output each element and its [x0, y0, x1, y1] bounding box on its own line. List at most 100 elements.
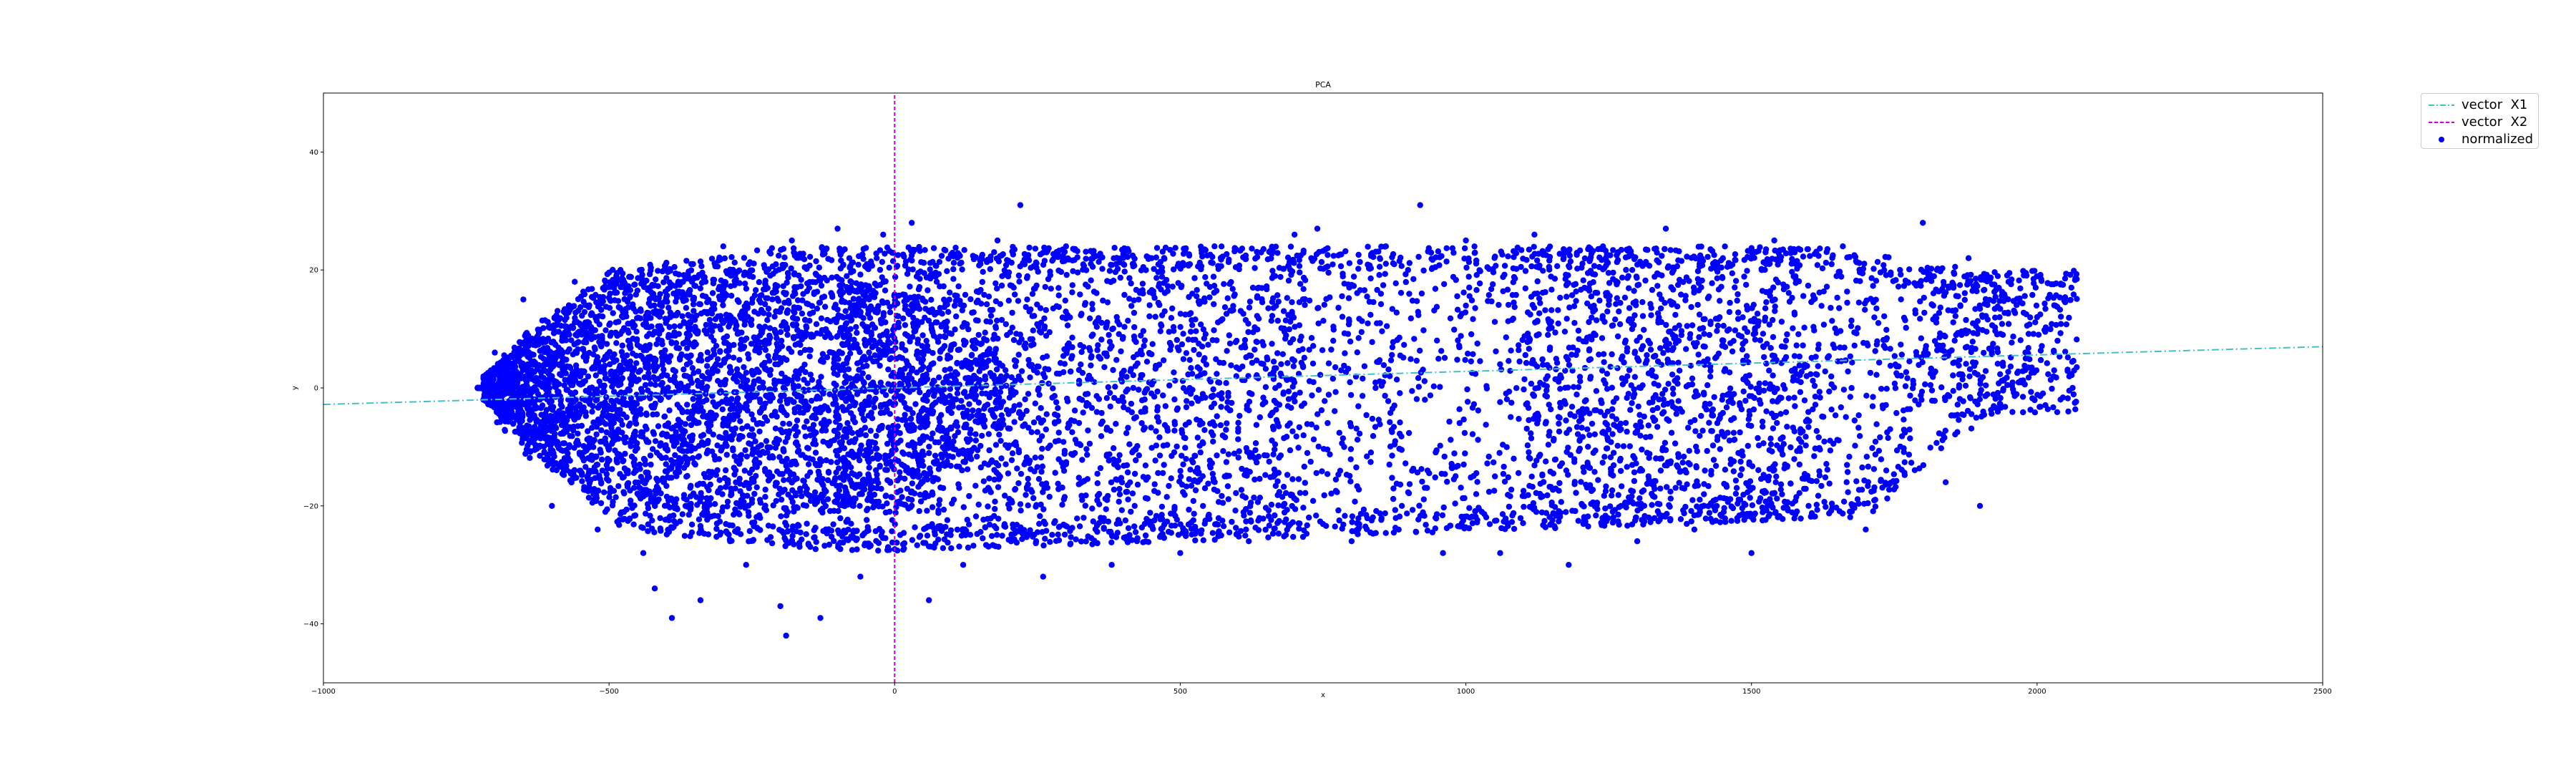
scatter-point — [1460, 289, 1467, 296]
scatter-point — [920, 540, 927, 546]
scatter-point — [1146, 351, 1153, 357]
scatter-point — [1047, 442, 1053, 449]
scatter-point — [1032, 400, 1039, 407]
scatter-point — [1353, 464, 1360, 471]
scatter-point — [1456, 406, 1463, 412]
scatter-point — [950, 260, 957, 266]
scatter-point — [1098, 421, 1104, 427]
scatter-point — [1070, 452, 1076, 458]
scatter-point — [1609, 492, 1615, 499]
scatter-point — [1118, 348, 1124, 355]
scatter-point — [1269, 341, 1275, 347]
scatter-point — [987, 489, 995, 495]
scatter-point — [809, 456, 816, 463]
scatter-point — [1136, 350, 1143, 356]
scatter-point — [1136, 452, 1143, 459]
scatter-point — [1166, 339, 1174, 346]
scatter-point — [1270, 272, 1277, 278]
scatter-point — [695, 454, 701, 460]
scatter-point — [1511, 303, 1518, 311]
scatter-point — [1224, 404, 1231, 412]
scatter-point — [1415, 384, 1423, 390]
scatter-point — [1870, 394, 1876, 400]
scatter-point — [1162, 403, 1169, 409]
scatter-point — [1721, 495, 1727, 502]
scatter-point — [1016, 339, 1023, 346]
scatter-point — [1159, 470, 1166, 477]
scatter-point — [1476, 267, 1483, 273]
scatter-point — [1161, 462, 1167, 468]
scatter-point — [915, 286, 922, 293]
scatter-point — [1019, 412, 1026, 418]
scatter-point — [1290, 314, 1297, 321]
scatter-point — [1133, 339, 1139, 345]
scatter-point — [864, 517, 870, 523]
scatter-point — [899, 494, 905, 500]
scatter-point — [1210, 386, 1216, 393]
scatter-point — [1617, 455, 1624, 462]
scatter-point — [1123, 388, 1129, 395]
scatter-point — [720, 302, 726, 308]
scatter-point — [1382, 271, 1388, 277]
scatter-point — [1061, 447, 1068, 454]
scatter-point — [994, 317, 1000, 324]
scatter-point — [1224, 295, 1231, 301]
scatter-point — [1012, 486, 1019, 492]
scatter-point — [1466, 284, 1473, 291]
scatter-point — [1251, 495, 1257, 501]
scatter-point — [1335, 471, 1342, 478]
scatter-point — [1030, 419, 1038, 426]
scatter-point — [1176, 478, 1183, 485]
scatter-point — [648, 525, 655, 532]
scatter-point — [1018, 507, 1024, 514]
scatter-point — [1422, 397, 1428, 403]
scatter-point — [2042, 306, 2049, 312]
scatter-point — [1524, 442, 1531, 449]
scatter-point — [1462, 356, 1468, 364]
scatter-point — [1516, 342, 1522, 349]
scatter-point — [927, 275, 934, 282]
scatter-point — [1027, 374, 1033, 381]
scatter-point — [947, 386, 954, 392]
scatter-point — [1566, 304, 1573, 311]
scatter-point — [1406, 260, 1413, 266]
scatter-point — [565, 349, 571, 355]
scatter-point — [1156, 452, 1163, 459]
scatter-point — [804, 520, 810, 527]
scatter-point — [1358, 329, 1365, 336]
scatter-point — [806, 353, 813, 360]
scatter-point — [1285, 396, 1292, 402]
scatter-point — [1415, 375, 1422, 381]
scatter-point — [997, 437, 1004, 444]
scatter-point — [1254, 285, 1261, 291]
scatter-point — [1631, 477, 1638, 485]
scatter-point — [1220, 448, 1226, 454]
scatter-point — [1274, 478, 1281, 485]
scatter-point — [1141, 408, 1147, 415]
scatter-point — [1111, 445, 1117, 452]
scatter-point — [1096, 501, 1103, 507]
scatter-point — [1396, 445, 1402, 452]
scatter-point — [1335, 507, 1342, 514]
scatter-point — [1023, 345, 1029, 351]
scatter-point — [975, 501, 982, 508]
scatter-point — [1055, 267, 1062, 274]
scatter-point — [1647, 301, 1654, 307]
scatter-point — [1131, 354, 1137, 361]
scatter-point — [930, 245, 937, 251]
scatter-point — [1317, 518, 1324, 525]
scatter-point — [1093, 324, 1101, 330]
scatter-point — [1138, 332, 1144, 339]
scatter-point — [1454, 356, 1460, 363]
scatter-point — [1355, 266, 1362, 272]
scatter-point — [1350, 273, 1357, 280]
scatter-point — [940, 434, 946, 441]
scatter-point — [1511, 525, 1518, 533]
scatter-point — [864, 507, 870, 514]
scatter-point — [1232, 339, 1239, 346]
scatter-point — [1131, 309, 1138, 316]
scatter-point — [1717, 298, 1723, 304]
scatter-point — [1470, 351, 1476, 357]
scatter-point — [1763, 360, 1770, 367]
scatter-point — [1390, 495, 1397, 502]
